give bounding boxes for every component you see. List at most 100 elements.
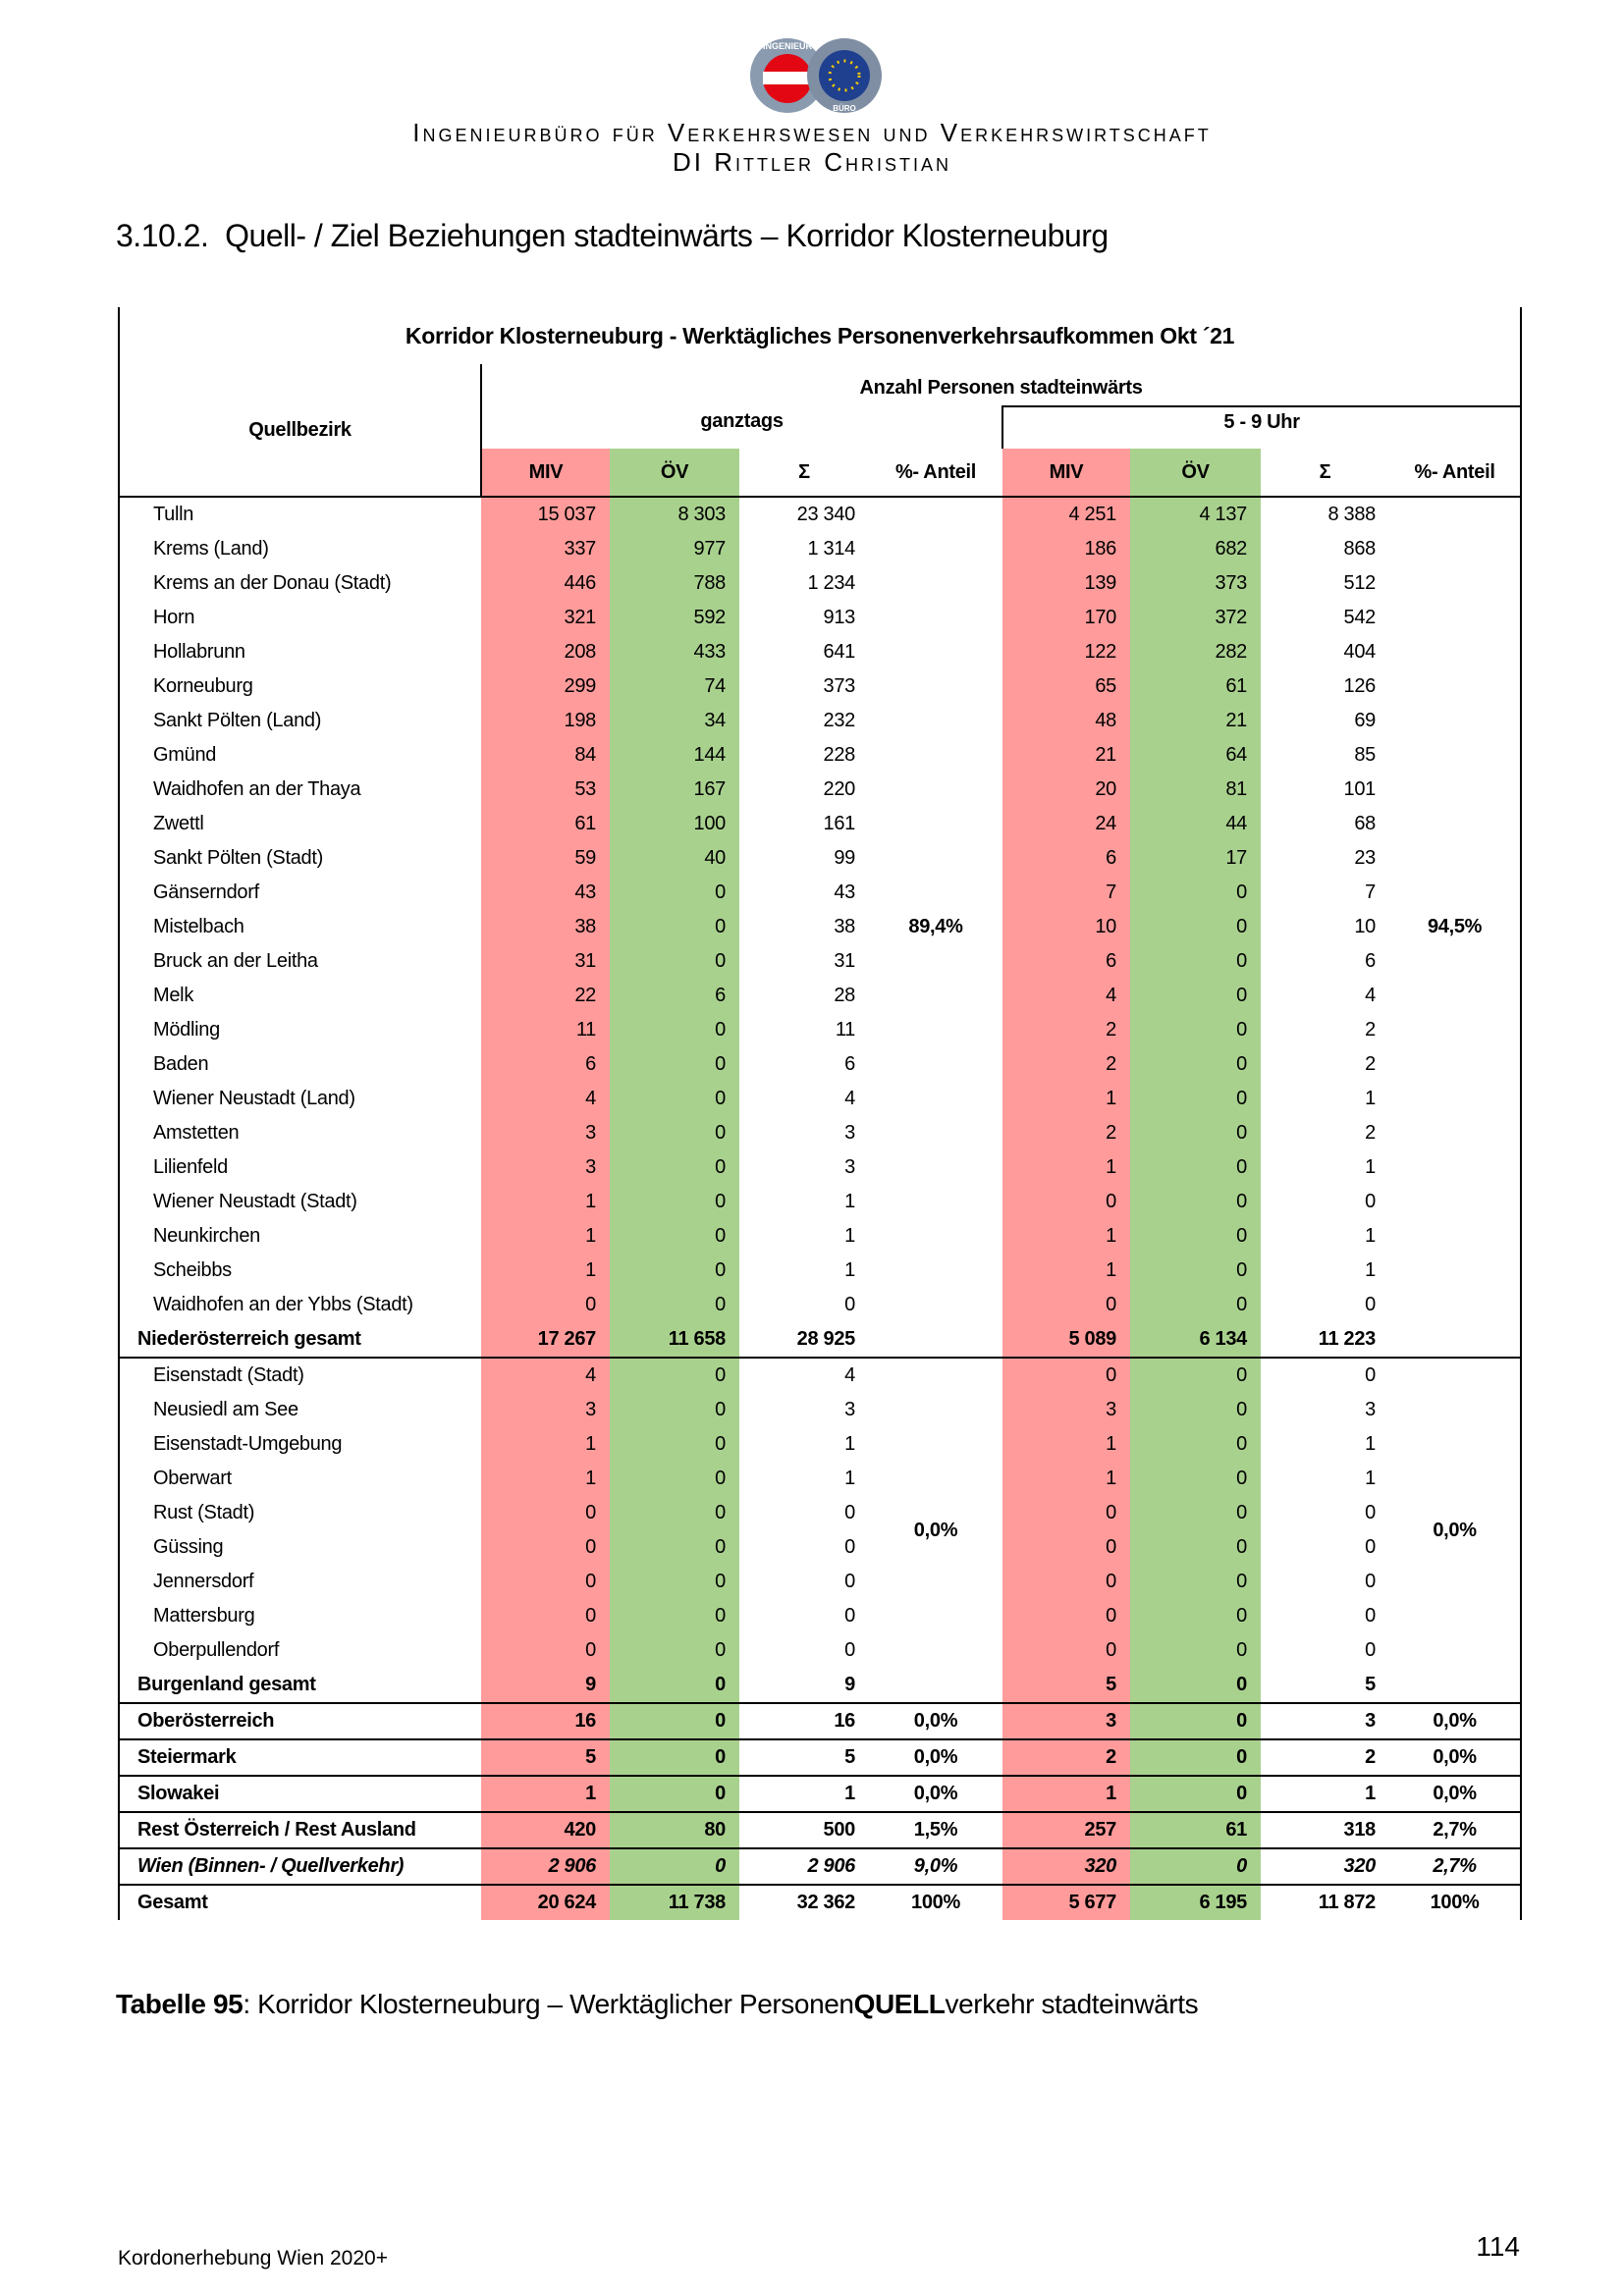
table-row: Neusiedl am See 3 0 3 3 0 3	[118, 1393, 1521, 1427]
value-cell: 0	[1130, 1254, 1261, 1288]
row-label: Rest Österreich / Rest Ausland	[118, 1811, 481, 1848]
value-cell: 8 388	[1261, 496, 1389, 532]
share-cell: 0,0%	[869, 1775, 1002, 1812]
value-cell: 372	[1130, 601, 1261, 635]
table-row: Slowakei 1 0 1 0,0% 1 0 1 0,0%	[118, 1775, 1523, 1812]
page-number: 114	[1476, 2231, 1520, 2262]
logo-text: INGENIEUR	[763, 41, 813, 51]
value-cell: 84	[481, 738, 610, 773]
value-cell: 2	[1365, 1019, 1376, 1041]
value-cell: 1	[739, 1775, 869, 1812]
row-label: Eisenstadt-Umgebung	[118, 1427, 481, 1462]
value-cell: 0	[1365, 1502, 1376, 1523]
value-cell: 5	[739, 1738, 869, 1776]
value-cell: 208	[481, 635, 610, 669]
value-cell: 0	[1130, 1082, 1261, 1116]
value-cell: 7	[1002, 876, 1130, 910]
value-cell: 1	[1365, 1156, 1376, 1178]
row-label: Hollabrunn	[118, 635, 481, 669]
value-cell: 1	[1002, 1254, 1130, 1288]
value-cell: 43	[834, 881, 855, 903]
value-cell: 433	[610, 635, 739, 669]
value-cell: 15 037	[481, 496, 610, 532]
value-cell: 11 872	[1261, 1884, 1389, 1920]
value-cell: 0	[610, 944, 739, 979]
value-cell: 122	[1002, 635, 1130, 669]
table-row: Rest Österreich / Rest Ausland 420 80 500 1,…	[118, 1811, 1523, 1848]
value-cell: 0	[610, 1702, 739, 1739]
value-cell: 321	[481, 601, 610, 635]
value-cell: 6 134	[1130, 1322, 1261, 1358]
super-header: Anzahl Personen stadteinwärts	[479, 364, 1523, 406]
row-label: Güssing	[118, 1530, 481, 1565]
share-cell: 100%	[869, 1884, 1002, 1920]
caption-text: : Korridor Klosterneuburg – Werktägliche…	[243, 1989, 854, 2019]
value-cell: 20 624	[481, 1884, 610, 1920]
value-cell: 6	[1002, 944, 1130, 979]
value-cell: 21	[1130, 704, 1261, 738]
row-label: Korneuburg	[118, 669, 481, 704]
value-cell: 1	[481, 1254, 610, 1288]
value-cell: 4	[1365, 985, 1376, 1006]
value-cell: 232	[823, 710, 856, 731]
share-cell: 0,0%	[1389, 1738, 1523, 1776]
value-cell: 220	[823, 778, 856, 800]
row-label: Wien (Binnen- / Quellverkehr)	[118, 1847, 481, 1885]
share-cell: 0,0%	[1389, 1775, 1523, 1812]
row-label: Neunkirchen	[118, 1219, 481, 1254]
value-cell: 16	[739, 1702, 869, 1739]
value-cell: 592	[610, 601, 739, 635]
value-cell: 0	[1130, 1150, 1261, 1185]
share-cell: 0,0%	[1389, 1357, 1523, 1703]
value-cell: 61	[1130, 669, 1261, 704]
value-cell: 31	[834, 950, 855, 972]
header-row: MIV ÖV Σ %- Anteil MIV ÖV Σ %- Anteil	[119, 449, 1523, 497]
value-cell: 682	[1130, 532, 1261, 566]
table-row: Mödling 11 0 11 2 0 2	[118, 1013, 1521, 1047]
value-cell: 0	[1130, 1013, 1261, 1047]
caption-label: Tabelle 95	[116, 1989, 244, 2019]
value-cell: 0	[1002, 1496, 1130, 1530]
row-label: Oberwart	[118, 1462, 481, 1496]
row-label: Gesamt	[118, 1884, 481, 1920]
value-cell: 21	[1002, 738, 1130, 773]
value-cell: 1	[1365, 1433, 1376, 1455]
value-cell: 85	[1354, 744, 1376, 766]
value-cell: 22	[481, 979, 610, 1013]
value-cell: 23	[1354, 847, 1376, 869]
table-row: Steiermark 5 0 5 0,0% 2 0 2 0,0%	[118, 1738, 1523, 1776]
value-cell: 0	[610, 1219, 739, 1254]
value-cell: 61	[1130, 1811, 1261, 1848]
caption-bold: QUELL	[853, 1989, 946, 2019]
value-cell: 65	[1002, 669, 1130, 704]
value-cell: 337	[481, 532, 610, 566]
value-cell: 11	[835, 1019, 855, 1041]
value-cell: 10	[1002, 910, 1130, 944]
data-table: Korridor Klosterneuburg - Werktägliches …	[117, 307, 1523, 1920]
value-cell: 99	[834, 847, 855, 869]
row-label: Lilienfeld	[118, 1150, 481, 1185]
value-cell: 0	[1130, 1219, 1261, 1254]
value-cell: 28	[834, 985, 855, 1006]
value-cell: 0	[1130, 979, 1261, 1013]
value-cell: 0	[1130, 876, 1261, 910]
value-cell: 4	[481, 1082, 610, 1116]
value-cell: 1	[1365, 1259, 1376, 1281]
value-cell: 38	[834, 916, 855, 937]
value-cell: 1 234	[807, 572, 855, 594]
table-row: Gesamt 20 624 11 738 32 362 100% 5 677 6 195 11…	[118, 1884, 1523, 1920]
table-row: Waidhofen an der Ybbs (Stadt) 0 0 0 0 0 0	[118, 1288, 1521, 1322]
value-cell: 318	[1261, 1811, 1389, 1848]
value-cell: 3	[844, 1122, 855, 1144]
value-cell: 20	[1002, 773, 1130, 807]
table-row: Baden 6 0 6 2 0 2	[118, 1047, 1521, 1082]
value-cell: 0	[481, 1599, 610, 1633]
value-cell: 0	[1002, 1185, 1130, 1219]
row-label: Krems an der Donau (Stadt)	[118, 566, 481, 601]
value-cell: 101	[1343, 778, 1377, 800]
value-cell: 4	[844, 1088, 855, 1109]
table-row: Waidhofen an der Thaya 53 167 220 20 81 101	[118, 773, 1521, 807]
value-cell: 0	[481, 1633, 610, 1668]
value-cell: 0	[1261, 1357, 1389, 1393]
value-cell: 3	[1002, 1393, 1130, 1427]
